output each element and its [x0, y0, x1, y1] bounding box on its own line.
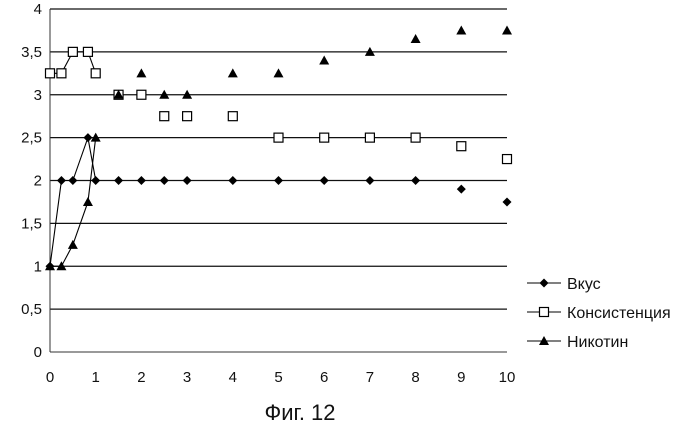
legend-marker — [540, 279, 549, 288]
x-tick-label: 8 — [411, 369, 419, 386]
y-tick-label: 3 — [34, 87, 42, 104]
y-tick-label: 2 — [34, 173, 42, 190]
data-point — [137, 176, 146, 185]
y-tick-label: 1,5 — [21, 215, 42, 232]
data-point — [57, 69, 66, 78]
data-point — [137, 90, 146, 99]
legend-label: Вкус — [567, 276, 601, 293]
figure-caption: Фиг. 12 — [264, 400, 335, 425]
data-point — [68, 47, 77, 56]
data-point — [274, 133, 283, 142]
data-point — [91, 176, 100, 185]
data-point — [83, 47, 92, 56]
data-point — [457, 142, 466, 151]
legend-item: Никотин — [527, 334, 628, 351]
data-point — [68, 240, 78, 249]
x-tick-label: 1 — [92, 369, 100, 386]
series-1 — [46, 133, 512, 271]
data-point — [411, 176, 420, 185]
data-point — [274, 68, 284, 77]
legend-marker — [540, 308, 549, 317]
legend-item: Консистенция — [527, 305, 671, 322]
series-3 — [45, 25, 512, 270]
data-point — [365, 176, 374, 185]
data-point — [228, 112, 237, 121]
x-tick-label: 7 — [366, 369, 374, 386]
data-point — [456, 25, 466, 34]
x-tick-label: 3 — [183, 369, 191, 386]
data-point — [411, 133, 420, 142]
data-point — [320, 133, 329, 142]
data-point — [228, 68, 238, 77]
y-tick-label: 1 — [34, 258, 42, 275]
x-tick-label: 9 — [457, 369, 465, 386]
x-tick-label: 0 — [46, 369, 54, 386]
grid — [50, 9, 507, 309]
data-point — [68, 176, 77, 185]
x-tick-label: 2 — [137, 369, 145, 386]
data-point — [46, 69, 55, 78]
data-point — [91, 69, 100, 78]
data-point — [183, 112, 192, 121]
x-tick-label: 10 — [499, 369, 516, 386]
y-tick-label: 3,5 — [21, 44, 42, 61]
data-point — [160, 176, 169, 185]
legend-label: Никотин — [567, 334, 628, 351]
data-point — [114, 176, 123, 185]
data-point — [57, 176, 66, 185]
legend-item: Вкус — [527, 276, 601, 293]
data-point — [183, 176, 192, 185]
y-tick-label: 0,5 — [21, 301, 42, 318]
data-point — [365, 133, 374, 142]
data-point — [503, 197, 512, 206]
x-tick-label: 5 — [274, 369, 282, 386]
legend: Вкус Консистенция Никотин — [527, 276, 671, 351]
x-tick-labels: 0 1 2 3 4 5 6 7 8 9 10 — [46, 369, 516, 386]
data-point — [274, 176, 283, 185]
series — [45, 25, 512, 270]
data-point — [319, 55, 329, 64]
data-point — [136, 68, 146, 77]
data-point — [160, 112, 169, 121]
x-tick-label: 4 — [229, 369, 237, 386]
y-tick-label: 0 — [34, 344, 42, 361]
data-point — [83, 133, 92, 142]
x-tick-label: 6 — [320, 369, 328, 386]
data-point — [228, 176, 237, 185]
data-point — [502, 25, 512, 34]
legend-label: Консистенция — [567, 305, 671, 322]
data-point — [83, 197, 93, 206]
data-point — [411, 34, 421, 43]
y-tick-label: 2,5 — [21, 130, 42, 147]
y-tick-labels: 0 0,5 1 1,5 2 2,5 3 3,5 4 — [21, 1, 42, 361]
data-point — [503, 155, 512, 164]
data-point — [320, 176, 329, 185]
y-tick-label: 4 — [34, 1, 42, 18]
data-point — [457, 185, 466, 194]
series-2 — [46, 47, 512, 163]
